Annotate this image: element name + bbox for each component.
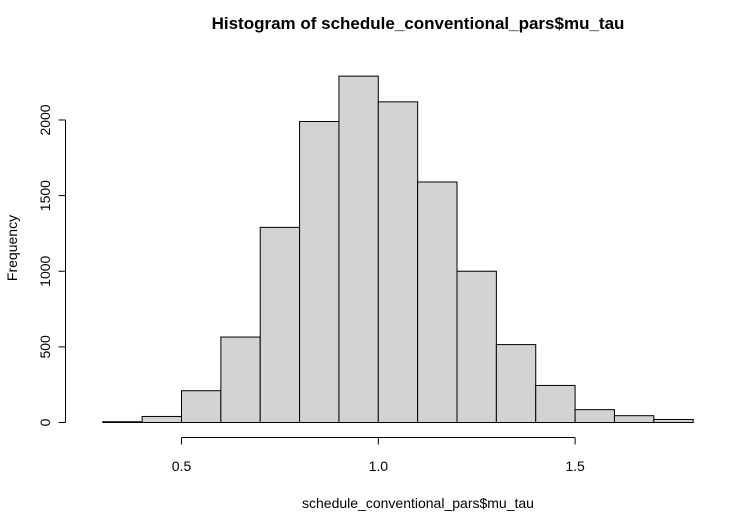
histogram-bar [574, 409, 615, 424]
y-tick-label: 0 [37, 418, 53, 426]
x-axis: 0.5 1.0 1.5 [172, 437, 585, 474]
y-tick-label: 1000 [37, 255, 53, 286]
histogram-bar [495, 344, 537, 424]
histogram-bar [299, 120, 340, 423]
chart-title: Histogram of schedule_conventional_pars$… [212, 14, 625, 33]
histogram-bar [338, 75, 379, 424]
histogram-bar [613, 415, 655, 423]
histogram-bar [181, 390, 222, 424]
histogram-bar [141, 415, 182, 423]
y-axis: 0 500 1000 1500 2000 [37, 104, 66, 426]
histogram-bar [102, 421, 143, 424]
y-tick-label: 1500 [37, 180, 53, 211]
x-tick-label: 0.5 [172, 458, 192, 474]
x-axis-label: schedule_conventional_pars$mu_tau [302, 495, 534, 511]
histogram-bar [417, 181, 458, 423]
y-tick-label: 500 [37, 335, 53, 359]
y-tick-label: 2000 [37, 104, 53, 135]
x-tick-label: 1.0 [369, 458, 389, 474]
histogram-bar [653, 418, 694, 423]
histogram-bar [377, 101, 419, 423]
histogram-bar [456, 270, 497, 423]
x-tick-label: 1.5 [565, 458, 585, 474]
bars-group [102, 75, 694, 424]
y-axis-label: Frequency [4, 215, 20, 281]
histogram-bar [220, 336, 261, 423]
histogram-bar [259, 226, 301, 423]
histogram-bar [535, 384, 576, 424]
